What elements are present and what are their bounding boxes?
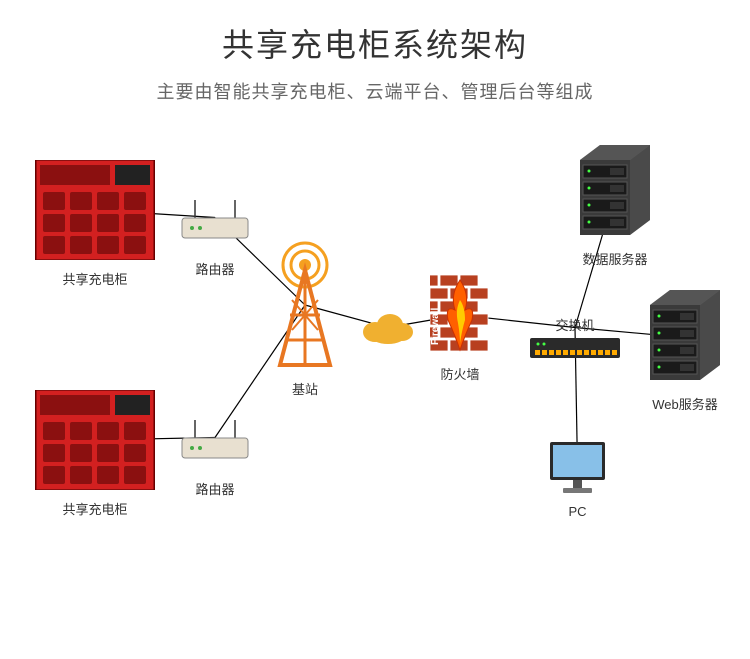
- node-label: PC: [545, 504, 610, 519]
- switch-icon: [530, 338, 620, 368]
- node-label: 基站: [265, 379, 345, 398]
- node-cloud: [360, 310, 415, 350]
- node-tower: 基站: [265, 240, 345, 398]
- server-icon: [575, 145, 655, 245]
- node-router2: 路由器: [180, 420, 250, 498]
- firewall-icon: Firewall: [430, 275, 490, 360]
- node-pc: PC: [545, 440, 610, 519]
- node-cabinet2: 共享充电柜: [35, 390, 155, 518]
- page-subtitle: 主要由智能共享充电柜、云端平台、管理后台等组成: [0, 78, 750, 104]
- node-dbserver: 数据服务器: [575, 145, 655, 268]
- tower-icon: [265, 240, 345, 375]
- node-label: 共享充电柜: [35, 269, 155, 288]
- node-webserver: Web服务器: [645, 290, 725, 413]
- node-label: 数据服务器: [575, 249, 655, 268]
- node-label: 共享充电柜: [35, 499, 155, 518]
- node-label: 交换机: [530, 315, 620, 334]
- architecture-diagram: 共享充电柜 共享充电柜 路由器 路由器 基站: [0, 120, 750, 640]
- node-router1: 路由器: [180, 200, 250, 278]
- cloud-icon: [360, 310, 415, 350]
- node-firewall: Firewall 防火墙: [430, 275, 490, 383]
- node-label: 防火墙: [430, 364, 490, 383]
- node-label: 路由器: [180, 479, 250, 498]
- node-label: Web服务器: [645, 394, 725, 413]
- svg-text:Firewall: Firewall: [430, 308, 441, 345]
- cabinet-icon: [35, 160, 155, 265]
- router-icon: [180, 420, 250, 475]
- page-title: 共享充电柜系统架构: [0, 20, 750, 66]
- pc-icon: [545, 440, 610, 500]
- cabinet-icon: [35, 390, 155, 495]
- node-switch: 交换机: [530, 315, 620, 368]
- server-icon: [645, 290, 725, 390]
- router-icon: [180, 200, 250, 255]
- node-label: 路由器: [180, 259, 250, 278]
- node-cabinet1: 共享充电柜: [35, 160, 155, 288]
